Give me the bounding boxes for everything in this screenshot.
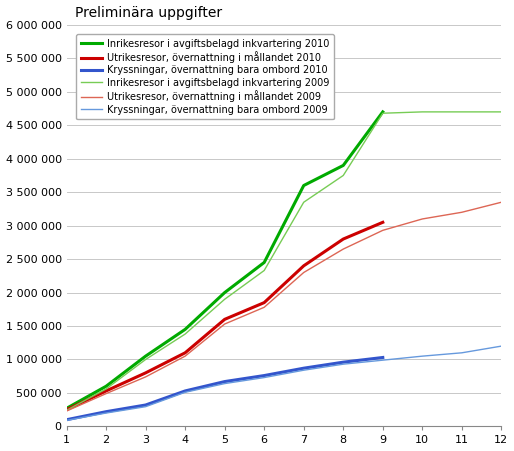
Utrikesresor, övernattning i mållandet 2009 bbox=[301, 270, 307, 275]
Inrikesresor i avgiftsbelagd inkvartering 2009 bbox=[419, 109, 426, 115]
Inrikesresor i avgiftsbelagd inkvartering 2010 bbox=[142, 354, 149, 359]
Kryssningar, övernattning bara ombord 2009 bbox=[261, 375, 267, 380]
Kryssningar, övernattning bara ombord 2009 bbox=[380, 358, 386, 363]
Inrikesresor i avgiftsbelagd inkvartering 2010 bbox=[301, 183, 307, 188]
Line: Inrikesresor i avgiftsbelagd inkvartering 2009: Inrikesresor i avgiftsbelagd inkvarterin… bbox=[66, 112, 501, 410]
Utrikesresor, övernattning i mållandet 2009 bbox=[182, 354, 188, 359]
Utrikesresor, övernattning i mållandet 2010 bbox=[340, 236, 346, 242]
Utrikesresor, övernattning i mållandet 2009 bbox=[340, 246, 346, 252]
Utrikesresor, övernattning i mållandet 2010 bbox=[222, 317, 228, 322]
Inrikesresor i avgiftsbelagd inkvartering 2010 bbox=[222, 290, 228, 295]
Kryssningar, övernattning bara ombord 2010 bbox=[301, 365, 307, 371]
Inrikesresor i avgiftsbelagd inkvartering 2009 bbox=[222, 297, 228, 302]
Line: Utrikesresor, övernattning i mållandet 2010: Utrikesresor, övernattning i mållandet 2… bbox=[66, 222, 383, 410]
Kryssningar, övernattning bara ombord 2009 bbox=[142, 404, 149, 410]
Inrikesresor i avgiftsbelagd inkvartering 2009 bbox=[340, 173, 346, 178]
Kryssningar, övernattning bara ombord 2009 bbox=[103, 410, 109, 416]
Kryssningar, övernattning bara ombord 2009 bbox=[419, 354, 426, 359]
Inrikesresor i avgiftsbelagd inkvartering 2009 bbox=[498, 109, 504, 115]
Kryssningar, övernattning bara ombord 2010 bbox=[261, 373, 267, 378]
Inrikesresor i avgiftsbelagd inkvartering 2009 bbox=[182, 331, 188, 337]
Utrikesresor, övernattning i mållandet 2009 bbox=[63, 408, 69, 414]
Inrikesresor i avgiftsbelagd inkvartering 2009 bbox=[380, 110, 386, 116]
Kryssningar, övernattning bara ombord 2010 bbox=[182, 388, 188, 394]
Kryssningar, övernattning bara ombord 2010 bbox=[63, 417, 69, 423]
Utrikesresor, övernattning i mållandet 2010 bbox=[142, 370, 149, 376]
Kryssningar, övernattning bara ombord 2009 bbox=[498, 343, 504, 349]
Inrikesresor i avgiftsbelagd inkvartering 2009 bbox=[63, 408, 69, 413]
Legend: Inrikesresor i avgiftsbelagd inkvartering 2010, Utrikesresor, övernattning i mål: Inrikesresor i avgiftsbelagd inkvarterin… bbox=[76, 34, 334, 120]
Kryssningar, övernattning bara ombord 2010 bbox=[222, 379, 228, 384]
Inrikesresor i avgiftsbelagd inkvartering 2010 bbox=[103, 383, 109, 389]
Text: Preliminära uppgifter: Preliminära uppgifter bbox=[75, 5, 223, 19]
Kryssningar, övernattning bara ombord 2009 bbox=[222, 381, 228, 387]
Line: Kryssningar, övernattning bara ombord 2010: Kryssningar, övernattning bara ombord 20… bbox=[66, 358, 383, 420]
Kryssningar, övernattning bara ombord 2009 bbox=[182, 390, 188, 395]
Kryssningar, övernattning bara ombord 2009 bbox=[63, 418, 69, 423]
Kryssningar, övernattning bara ombord 2010 bbox=[340, 359, 346, 365]
Kryssningar, övernattning bara ombord 2010 bbox=[142, 402, 149, 408]
Kryssningar, övernattning bara ombord 2009 bbox=[340, 361, 346, 367]
Utrikesresor, övernattning i mållandet 2009 bbox=[261, 304, 267, 310]
Utrikesresor, övernattning i mållandet 2010 bbox=[103, 388, 109, 394]
Inrikesresor i avgiftsbelagd inkvartering 2010 bbox=[340, 163, 346, 168]
Utrikesresor, övernattning i mållandet 2009 bbox=[419, 216, 426, 222]
Line: Inrikesresor i avgiftsbelagd inkvartering 2010: Inrikesresor i avgiftsbelagd inkvarterin… bbox=[66, 112, 383, 408]
Utrikesresor, övernattning i mållandet 2009 bbox=[142, 374, 149, 380]
Utrikesresor, övernattning i mållandet 2010 bbox=[182, 350, 188, 355]
Inrikesresor i avgiftsbelagd inkvartering 2010 bbox=[63, 405, 69, 411]
Inrikesresor i avgiftsbelagd inkvartering 2009 bbox=[459, 109, 465, 115]
Kryssningar, övernattning bara ombord 2010 bbox=[103, 409, 109, 414]
Inrikesresor i avgiftsbelagd inkvartering 2009 bbox=[261, 268, 267, 273]
Kryssningar, övernattning bara ombord 2009 bbox=[459, 350, 465, 355]
Utrikesresor, övernattning i mållandet 2010 bbox=[301, 263, 307, 268]
Line: Kryssningar, övernattning bara ombord 2009: Kryssningar, övernattning bara ombord 20… bbox=[66, 346, 501, 420]
Inrikesresor i avgiftsbelagd inkvartering 2010 bbox=[380, 109, 386, 115]
Inrikesresor i avgiftsbelagd inkvartering 2010 bbox=[261, 260, 267, 265]
Inrikesresor i avgiftsbelagd inkvartering 2009 bbox=[142, 357, 149, 362]
Utrikesresor, övernattning i mållandet 2010 bbox=[380, 220, 386, 225]
Utrikesresor, övernattning i mållandet 2009 bbox=[380, 228, 386, 233]
Utrikesresor, övernattning i mållandet 2009 bbox=[103, 391, 109, 396]
Kryssningar, övernattning bara ombord 2010 bbox=[380, 355, 386, 360]
Utrikesresor, övernattning i mållandet 2009 bbox=[498, 199, 504, 205]
Utrikesresor, övernattning i mållandet 2010 bbox=[261, 300, 267, 305]
Line: Utrikesresor, övernattning i mållandet 2009: Utrikesresor, övernattning i mållandet 2… bbox=[66, 202, 501, 411]
Kryssningar, övernattning bara ombord 2009 bbox=[301, 368, 307, 373]
Utrikesresor, övernattning i mållandet 2010 bbox=[63, 407, 69, 412]
Inrikesresor i avgiftsbelagd inkvartering 2009 bbox=[301, 199, 307, 205]
Utrikesresor, övernattning i mållandet 2009 bbox=[459, 210, 465, 215]
Utrikesresor, övernattning i mållandet 2009 bbox=[222, 321, 228, 327]
Inrikesresor i avgiftsbelagd inkvartering 2009 bbox=[103, 386, 109, 391]
Inrikesresor i avgiftsbelagd inkvartering 2010 bbox=[182, 327, 188, 332]
